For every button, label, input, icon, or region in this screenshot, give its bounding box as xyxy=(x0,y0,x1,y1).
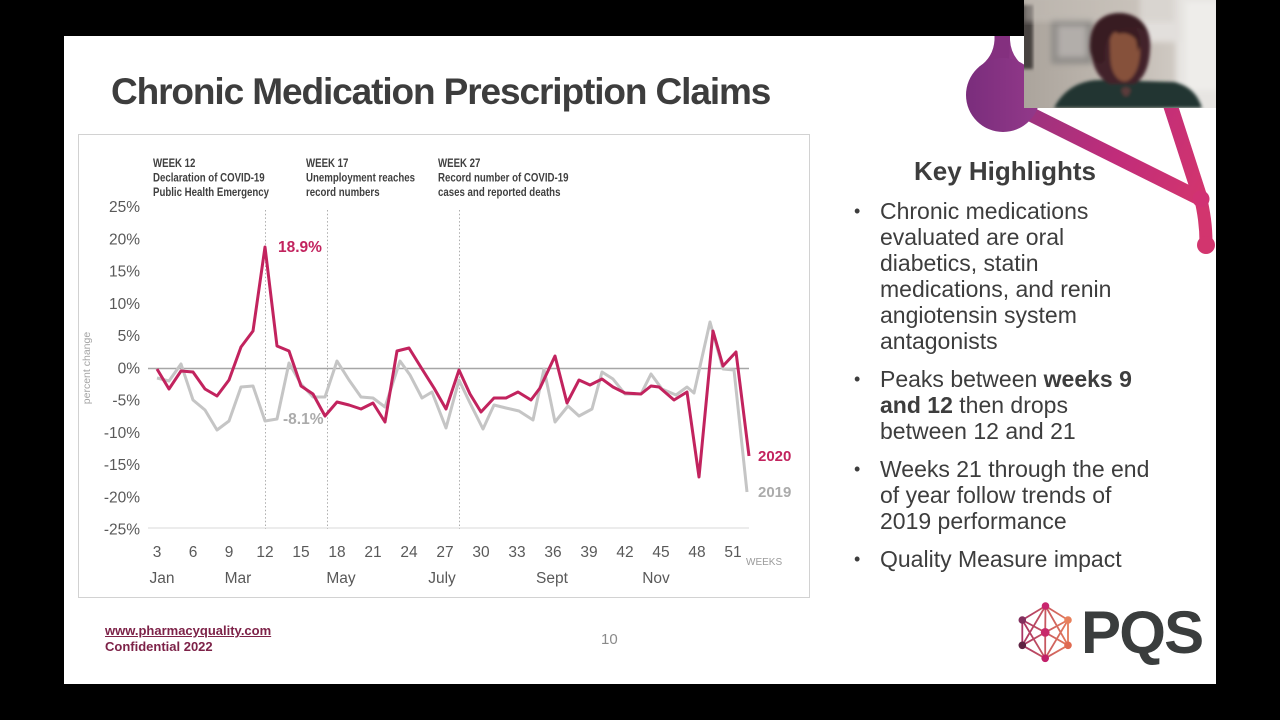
svg-text:36: 36 xyxy=(544,544,561,561)
svg-text:May: May xyxy=(326,570,356,587)
svg-text:51: 51 xyxy=(724,544,741,561)
svg-text:WEEKS: WEEKS xyxy=(746,557,782,568)
svg-text:45: 45 xyxy=(652,544,669,561)
svg-text:Nov: Nov xyxy=(642,570,670,587)
svg-text:25%: 25% xyxy=(109,199,140,216)
svg-text:Declaration of COVID-19: Declaration of COVID-19 xyxy=(153,171,265,184)
svg-text:33: 33 xyxy=(508,544,525,561)
svg-text:0%: 0% xyxy=(118,361,141,378)
svg-text:15: 15 xyxy=(292,544,309,561)
svg-text:2019: 2019 xyxy=(758,484,791,501)
svg-text:Record number of COVID-19: Record number of COVID-19 xyxy=(438,171,568,184)
svg-text:-15%: -15% xyxy=(104,457,140,474)
svg-text:20%: 20% xyxy=(109,231,140,248)
svg-text:WEEK 12: WEEK 12 xyxy=(153,157,195,170)
svg-text:WEEK 17: WEEK 17 xyxy=(306,157,348,170)
svg-text:Mar: Mar xyxy=(225,570,252,587)
svg-text:Jan: Jan xyxy=(150,570,175,587)
svg-text:6: 6 xyxy=(189,544,198,561)
svg-text:-10%: -10% xyxy=(104,425,140,442)
svg-text:record numbers: record numbers xyxy=(306,186,380,199)
svg-text:42: 42 xyxy=(616,544,633,561)
svg-text:July: July xyxy=(428,570,456,587)
svg-text:9: 9 xyxy=(225,544,234,561)
svg-text:27: 27 xyxy=(436,544,453,561)
svg-text:percent change: percent change xyxy=(81,332,93,405)
svg-text:Sept: Sept xyxy=(536,570,569,587)
svg-text:-8.1%: -8.1% xyxy=(283,411,324,428)
svg-text:39: 39 xyxy=(580,544,597,561)
svg-text:5%: 5% xyxy=(118,328,141,345)
svg-text:-5%: -5% xyxy=(112,393,140,410)
svg-text:48: 48 xyxy=(688,544,705,561)
svg-text:PQS: PQS xyxy=(1081,599,1202,666)
svg-text:Public Health Emergency: Public Health Emergency xyxy=(153,186,270,199)
svg-text:3: 3 xyxy=(153,544,162,561)
svg-text:cases and reported deaths: cases and reported deaths xyxy=(438,186,560,199)
svg-text:21: 21 xyxy=(364,544,381,561)
svg-text:Unemployment reaches: Unemployment reaches xyxy=(306,171,415,184)
svg-text:2020: 2020 xyxy=(758,448,791,465)
svg-text:WEEK 27: WEEK 27 xyxy=(438,157,480,170)
svg-text:12: 12 xyxy=(256,544,273,561)
svg-text:18.9%: 18.9% xyxy=(278,239,322,256)
svg-text:-25%: -25% xyxy=(104,522,140,539)
svg-text:30: 30 xyxy=(472,544,490,561)
svg-text:-20%: -20% xyxy=(104,489,140,506)
svg-text:24: 24 xyxy=(400,544,418,561)
svg-text:18: 18 xyxy=(328,544,345,561)
svg-text:10%: 10% xyxy=(109,296,140,313)
svg-text:15%: 15% xyxy=(109,264,140,281)
